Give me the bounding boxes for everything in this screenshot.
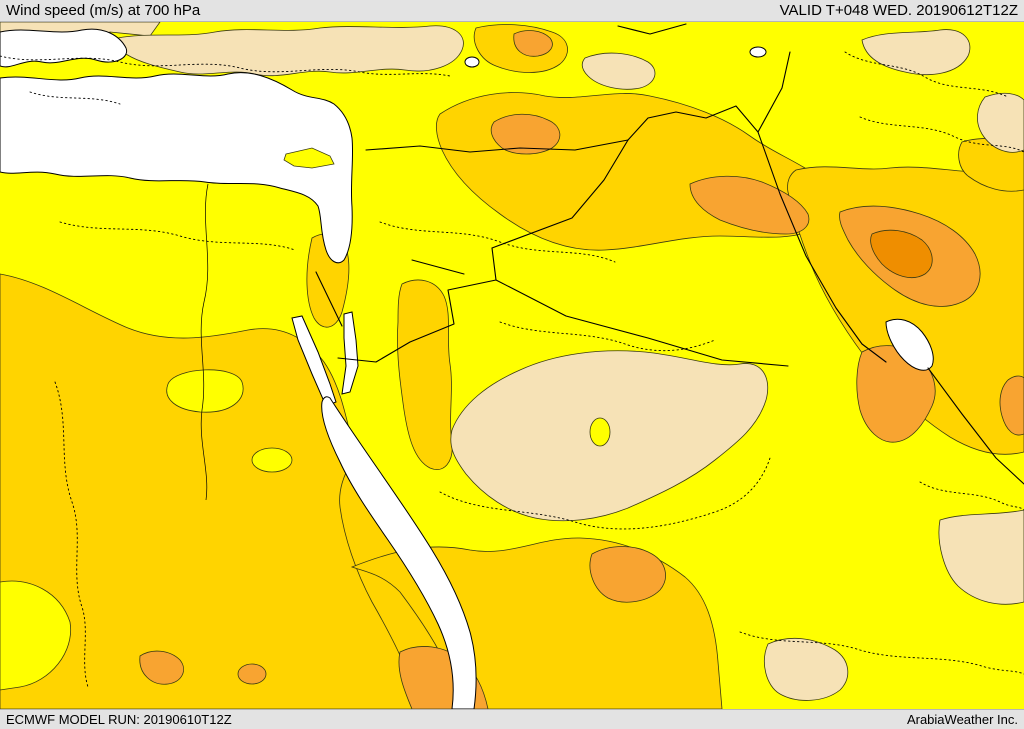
red-sea	[321, 396, 477, 709]
gulf-of-aqaba	[341, 311, 359, 395]
gulf-of-suez	[291, 315, 337, 407]
nile-river	[200, 183, 209, 501]
egypt-israel-border	[315, 271, 343, 327]
syria-iraq-border	[491, 139, 629, 249]
gulf-coast-line	[927, 367, 1024, 485]
map-title: Wind speed (m/s) at 700 hPa	[6, 2, 201, 19]
map-canvas	[0, 22, 1024, 709]
dotted-contours-layer	[0, 51, 1024, 688]
valid-time-label: VALID T+048 WED. 20190612T12Z	[779, 2, 1018, 19]
syria-jordan-border	[411, 259, 465, 275]
lake	[464, 56, 480, 68]
company-label: ArabiaWeather Inc.	[906, 712, 1018, 727]
model-run-label: ECMWF MODEL RUN: 20190610T12Z	[6, 712, 232, 727]
mediterranean-sea	[0, 72, 354, 264]
map-footer: ECMWF MODEL RUN: 20190610T12Z ArabiaWeat…	[0, 709, 1024, 729]
sea-layer	[0, 28, 934, 709]
lake-van	[749, 46, 767, 58]
wind-speed-map-svg	[0, 22, 1024, 709]
turkey-syria-border	[365, 139, 629, 153]
country-borders-layer	[200, 23, 1024, 501]
map-header: Wind speed (m/s) at 700 hPa VALID T+048 …	[0, 0, 1024, 22]
yellow-holes-layer	[0, 369, 293, 691]
black-sea	[0, 28, 128, 68]
iran-border	[757, 131, 887, 363]
cyprus-island	[283, 147, 335, 169]
persian-gulf	[885, 318, 934, 371]
iraq-saudi-border	[495, 279, 789, 367]
cream-shading-layer	[0, 22, 1024, 701]
east-turkey-borders	[627, 105, 759, 141]
